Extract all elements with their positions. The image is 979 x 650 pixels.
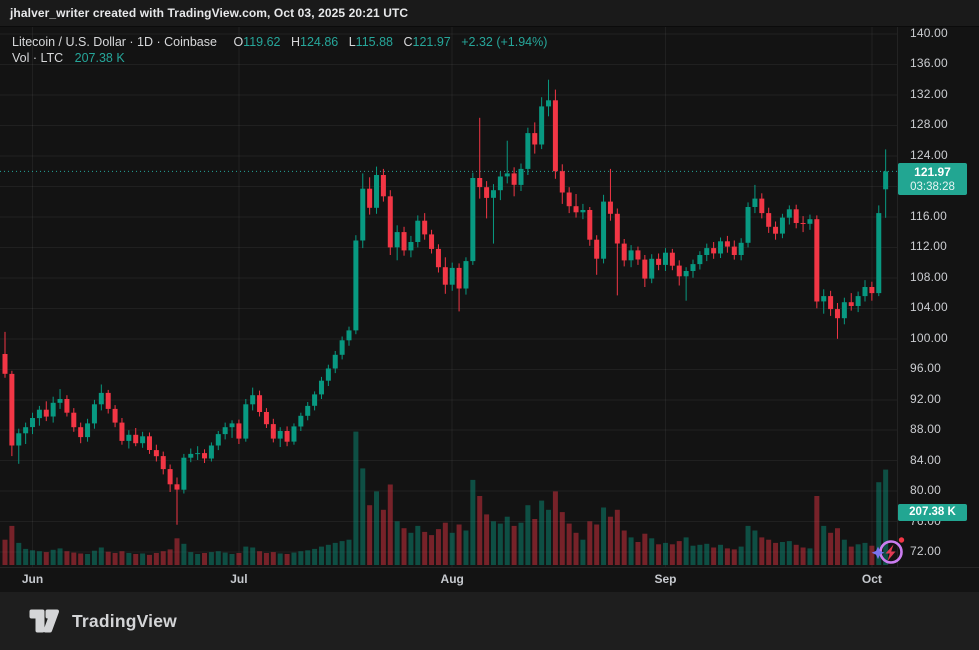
- price-axis-label: 100.00: [910, 330, 948, 345]
- time-axis[interactable]: Jun Jul Aug Sep Oct: [0, 567, 979, 592]
- volume-badge: 207.38 K: [898, 504, 967, 521]
- price-axis-label: 92.00: [910, 391, 942, 406]
- price-axis-label: 80.00: [910, 483, 942, 498]
- brand-name[interactable]: TradingView: [72, 610, 177, 631]
- chart-region[interactable]: Litecoin / U.S. Dollar · 1D · Coinbase O…: [0, 26, 979, 592]
- legend: Litecoin / U.S. Dollar · 1D · Coinbase O…: [12, 34, 547, 51]
- price-axis-label: 104.00: [910, 300, 948, 315]
- symbol-title: Litecoin / U.S. Dollar · 1D · Coinbase: [12, 35, 217, 49]
- price-axis-label: 140.00: [910, 26, 948, 40]
- month-label-jun: Jun: [21, 572, 44, 586]
- price-axis-label: 128.00: [910, 117, 948, 132]
- attribution-bar: jhalver_writer created with TradingView.…: [0, 0, 979, 27]
- price-axis-label: 116.00: [910, 208, 948, 223]
- month-label-sep: Sep: [654, 572, 677, 586]
- volume-value: 207.38 K: [74, 51, 125, 65]
- price-axis-label: 96.00: [910, 361, 942, 376]
- change-value: +2.32 (+1.94%): [461, 35, 548, 49]
- price-axis[interactable]: 140.00 136.00 132.00 128.00 124.00 116.00 112.…: [897, 26, 979, 567]
- ohlc-low: L115.88: [348, 35, 393, 49]
- price-axis-label: 84.00: [910, 452, 942, 467]
- footer: TradingView: [0, 592, 979, 650]
- tradingview-logo-icon[interactable]: [29, 609, 60, 634]
- month-label-aug: Aug: [440, 572, 464, 586]
- month-label-oct: Oct: [861, 572, 882, 586]
- month-label-jul: Jul: [230, 572, 248, 586]
- bar-countdown: 03:38:28: [910, 180, 955, 193]
- ohlc-open: O119.62: [233, 35, 281, 49]
- price-axis-label: 132.00: [910, 86, 948, 101]
- candlestick-chart[interactable]: [0, 27, 897, 567]
- ohlc-close: C121.97: [403, 35, 451, 49]
- volume-legend: Vol · LTC 207.38 K: [12, 51, 125, 65]
- current-price: 121.97: [914, 164, 951, 179]
- price-axis-label: 112.00: [910, 239, 948, 254]
- price-axis-label: 72.00: [910, 544, 942, 559]
- price-axis-label: 124.00: [910, 147, 948, 162]
- ohlc-high: H124.86: [290, 35, 339, 49]
- spark-icon[interactable]: [871, 533, 905, 575]
- attribution-text: jhalver_writer created with TradingView.…: [10, 6, 409, 20]
- price-badge: 121.97 03:38:28: [898, 162, 967, 195]
- volume-label: Vol · LTC: [12, 51, 64, 65]
- price-axis-label: 136.00: [910, 56, 948, 71]
- price-axis-label: 108.00: [910, 269, 948, 284]
- price-axis-label: 88.00: [910, 422, 942, 437]
